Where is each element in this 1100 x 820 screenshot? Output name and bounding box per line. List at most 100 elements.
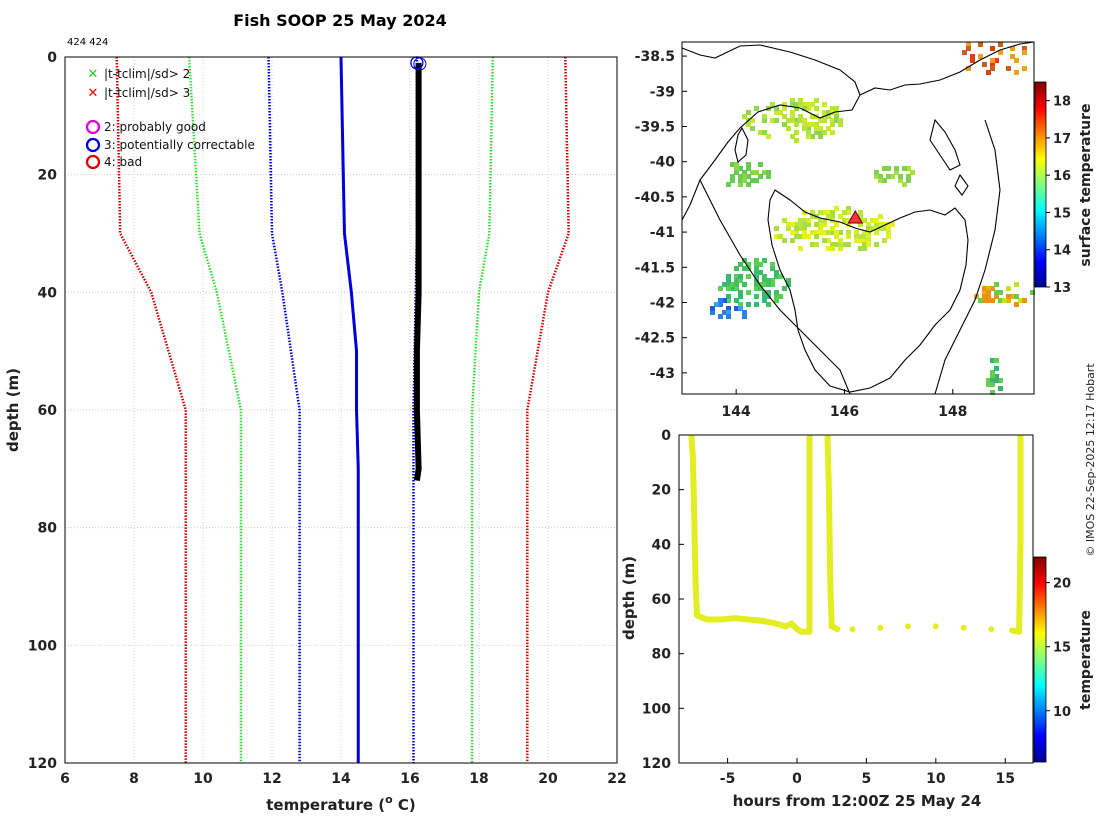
depth-time-point bbox=[1016, 628, 1023, 635]
sst-pixel bbox=[754, 106, 759, 111]
sst-pixel bbox=[826, 126, 831, 131]
map-ytick: -39 bbox=[650, 84, 675, 100]
sst-pixel bbox=[1022, 50, 1027, 55]
sst-pixel bbox=[978, 42, 983, 47]
depth-time-point bbox=[731, 615, 738, 622]
sst-pixel bbox=[754, 170, 759, 175]
sst-pixel bbox=[838, 122, 843, 127]
sst-pixel bbox=[822, 210, 827, 215]
sst-pixel bbox=[734, 274, 739, 279]
sst-pixel bbox=[762, 118, 767, 123]
sst-pixel bbox=[746, 182, 751, 187]
sst-pixel bbox=[862, 242, 867, 247]
sst-pixel bbox=[878, 178, 883, 183]
sst-pixel bbox=[758, 270, 763, 275]
sst-pixel bbox=[986, 378, 991, 383]
depth-time-plot: -5 0 5 10 15 0 20 40 60 80 100 120 depth (m) hours … bbox=[620, 428, 1094, 810]
sst-pixel bbox=[794, 234, 799, 239]
sst-pixel bbox=[802, 234, 807, 239]
sst-pixel bbox=[838, 230, 843, 235]
depth-time-point bbox=[827, 582, 834, 589]
sst-pixel bbox=[874, 222, 879, 227]
sst-pixel bbox=[742, 258, 747, 263]
sst-pixel bbox=[898, 178, 903, 183]
sst-pixel bbox=[990, 374, 995, 379]
sst-pixel bbox=[822, 238, 827, 243]
sst-pixel bbox=[882, 238, 887, 243]
sst-pixel bbox=[906, 178, 911, 183]
sst-pixel bbox=[858, 210, 863, 215]
sst-pixel bbox=[818, 130, 823, 135]
sst-pixel bbox=[742, 114, 747, 119]
sst-pixel bbox=[814, 222, 819, 227]
depth-time-point bbox=[692, 582, 699, 589]
depth-time-point bbox=[694, 612, 701, 619]
sst-pixel bbox=[1014, 294, 1019, 299]
sst-pixel bbox=[762, 258, 767, 263]
sst-pixel bbox=[758, 174, 763, 179]
sst-pixel bbox=[838, 242, 843, 247]
depth-time-point bbox=[932, 623, 939, 630]
sst-pixel bbox=[910, 170, 915, 175]
sst-pixel bbox=[782, 114, 787, 119]
sst-pixel bbox=[794, 222, 799, 227]
sst-pixel bbox=[734, 282, 739, 287]
map-xtick: 146 bbox=[830, 404, 859, 420]
sst-pixel bbox=[758, 282, 763, 287]
sst-pixel bbox=[1006, 66, 1011, 71]
sst-pixel bbox=[738, 274, 743, 279]
sst-pixel bbox=[790, 98, 795, 103]
sst-colorbar-tick: 14 bbox=[1053, 244, 1071, 259]
profile-plot: 6 8 10 12 14 16 18 20 22 0 20 40 60 80 100 120 depth (m… bbox=[4, 50, 627, 814]
temperature-colorbar-label: temperature bbox=[1078, 610, 1094, 710]
sst-pixel bbox=[730, 178, 735, 183]
sst-pixel bbox=[886, 226, 891, 231]
sst-pixel bbox=[810, 230, 815, 235]
sst-pixel bbox=[966, 46, 971, 51]
sst-pixel bbox=[798, 226, 803, 231]
sst-pixel bbox=[814, 106, 819, 111]
sst-pixel bbox=[846, 242, 851, 247]
sst-pixel bbox=[738, 278, 743, 283]
sst-pixel bbox=[758, 162, 763, 167]
sst-pixel bbox=[794, 102, 799, 107]
sst-pixel bbox=[882, 226, 887, 231]
sst-pixel bbox=[858, 238, 863, 243]
sst-pixel bbox=[786, 118, 791, 123]
sst-pixel bbox=[774, 226, 779, 231]
sst-pixel bbox=[982, 298, 987, 303]
sst-pixel bbox=[798, 118, 803, 123]
profile-xtick: 22 bbox=[607, 771, 626, 787]
sst-pixel bbox=[774, 106, 779, 111]
sst-pixel bbox=[818, 218, 823, 223]
sst-pixel bbox=[986, 70, 991, 75]
sst-pixel bbox=[882, 222, 887, 227]
sst-pixel bbox=[730, 162, 735, 167]
sst-pixel bbox=[986, 382, 991, 387]
depth-time-point bbox=[1009, 627, 1016, 634]
sst-pixel bbox=[1022, 66, 1027, 71]
sst-pixel bbox=[754, 286, 759, 291]
sst-pixel bbox=[858, 246, 863, 251]
sst-pixel bbox=[874, 218, 879, 223]
sst-pixel bbox=[766, 174, 771, 179]
sst-pixel bbox=[826, 230, 831, 235]
sst-pixel bbox=[746, 290, 751, 295]
sst-pixel bbox=[902, 166, 907, 171]
sst-pixel bbox=[830, 210, 835, 215]
sst-pixel bbox=[830, 230, 835, 235]
sst-pixel bbox=[734, 278, 739, 283]
sst-pixel bbox=[846, 210, 851, 215]
sst-pixel bbox=[786, 282, 791, 287]
sst-pixel bbox=[990, 378, 995, 383]
sst-pixel bbox=[966, 42, 971, 47]
sst-pixel bbox=[818, 126, 823, 131]
sst-pixel bbox=[806, 122, 811, 127]
sst-pixel bbox=[970, 58, 975, 63]
sst-pixel bbox=[794, 226, 799, 231]
sst-pixel bbox=[834, 234, 839, 239]
profile-xlabel: temperature (o C) bbox=[266, 793, 416, 814]
depth-time-point bbox=[828, 623, 835, 630]
sst-pixel bbox=[742, 178, 747, 183]
copyright-text: © IMOS 22-Sep-2025 12:17 Hobart bbox=[1084, 363, 1097, 557]
